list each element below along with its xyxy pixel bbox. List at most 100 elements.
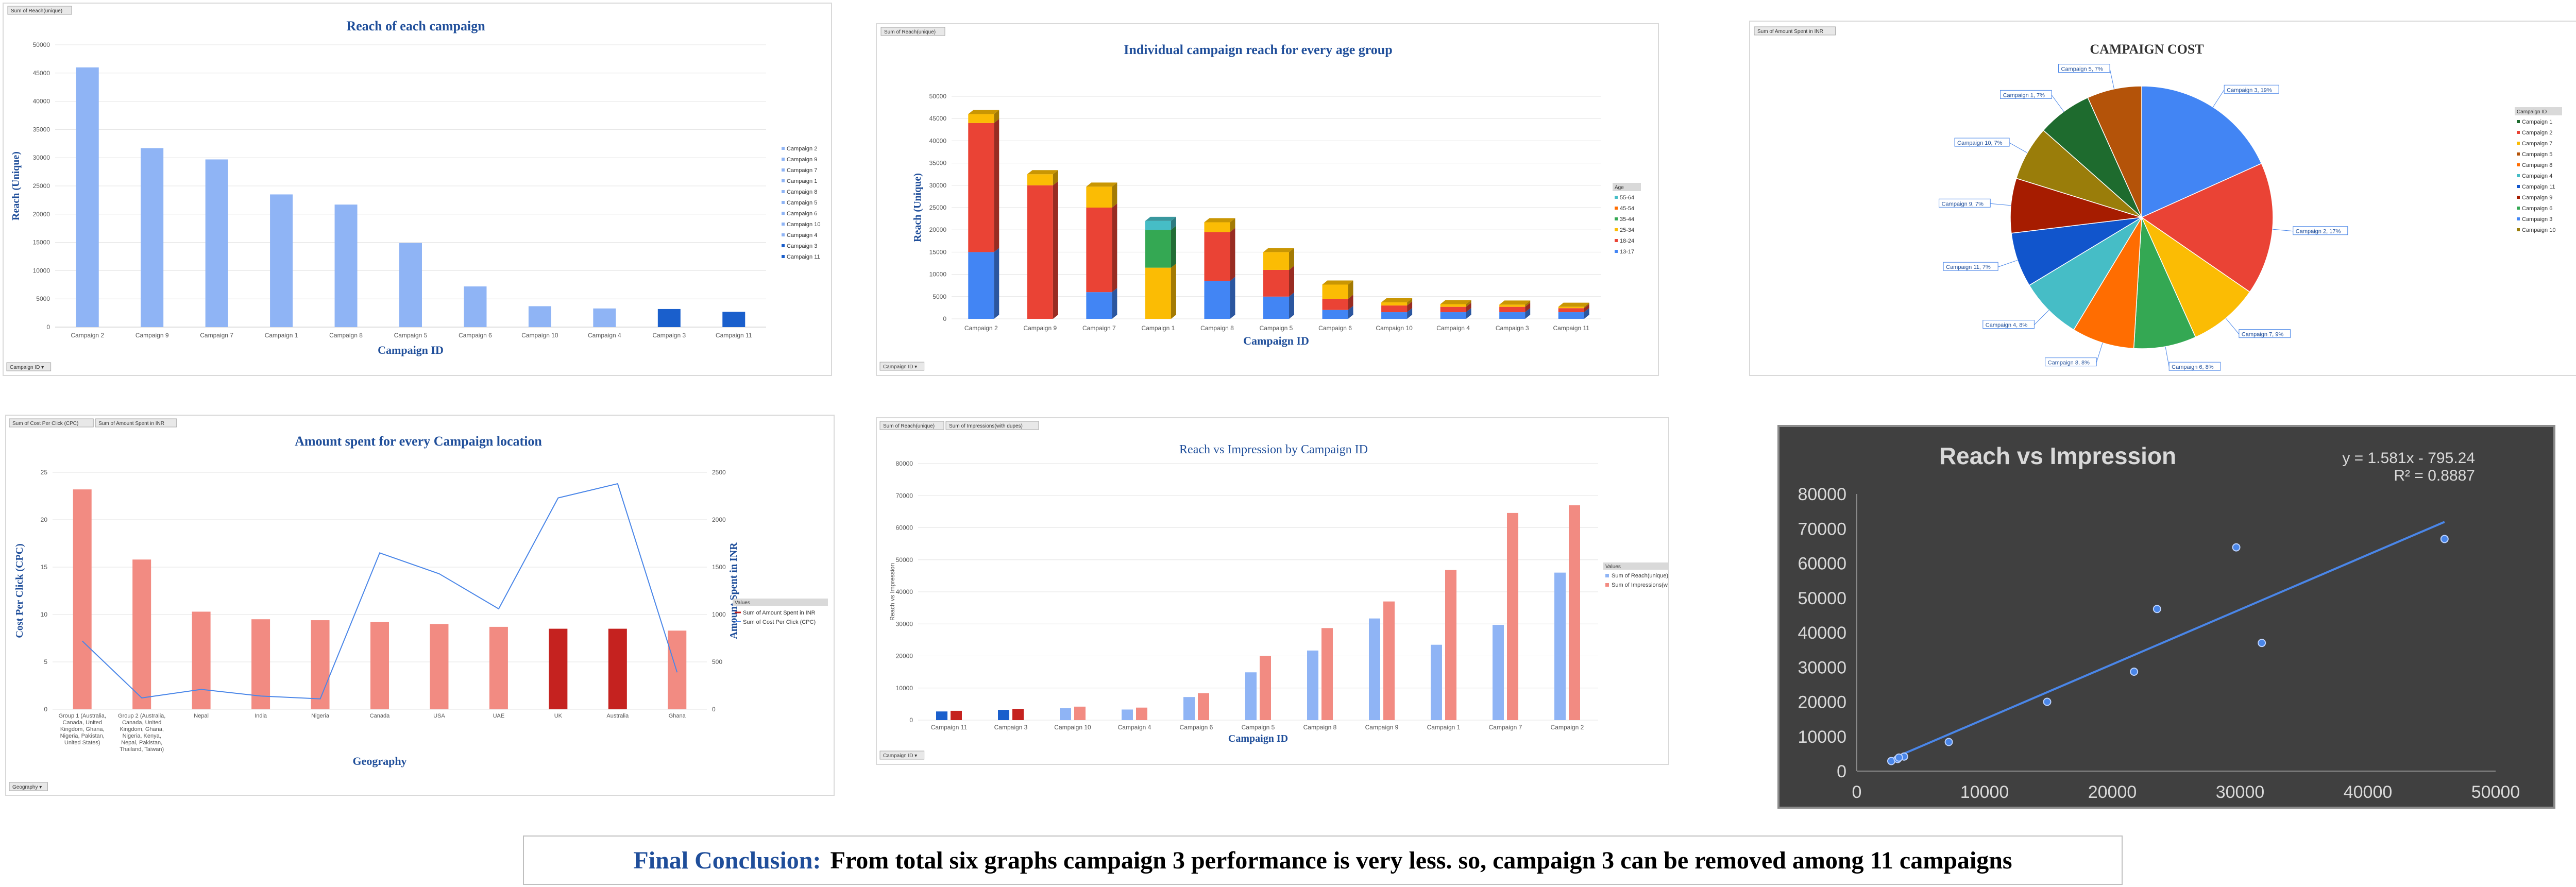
c3-legend-item: Campaign 2 (2522, 130, 2552, 136)
c5-bar (1369, 618, 1380, 720)
c1-xtick: Campaign 10 (521, 332, 558, 339)
c2-bar-side (1112, 203, 1117, 293)
c4-ytick: 20 (41, 516, 48, 523)
c6-xtick: 40000 (2344, 782, 2393, 802)
c2-bar-segment (1440, 306, 1466, 313)
c6-ytick: 70000 (1798, 519, 1846, 539)
c2-bar-top (1381, 298, 1413, 303)
c5-ytick: 50000 (896, 556, 913, 564)
c3-field-button[interactable]: Sum of Amount Spent in INR (1757, 29, 1823, 35)
c5-field-button-reach[interactable]: Sum of Reach(unique) (883, 423, 935, 429)
c1-axis-button[interactable]: Campaign ID ▾ (10, 365, 44, 370)
c6-ytick: 0 (1837, 762, 1846, 781)
c2-bar-segment (1086, 208, 1112, 293)
c5-bar (1507, 513, 1518, 720)
c2-xtick: Campaign 11 (1553, 325, 1589, 332)
c5-field-button-impressions[interactable]: Sum of Impressions(with dupes) (949, 423, 1023, 429)
c1-xtick: Campaign 1 (265, 332, 298, 339)
final-conclusion: Final Conclusion: From total six graphs … (523, 835, 2123, 885)
c2-bar-side (994, 248, 999, 319)
c4-field-button-cpc[interactable]: Sum of Cost Per Click (CPC) (12, 421, 78, 427)
c3-leader-line (2225, 318, 2240, 334)
c4-xtick: Ghana (669, 713, 686, 719)
c1-bar (593, 308, 616, 327)
c3-legend-swatch (2517, 196, 2520, 199)
c4-field-button-amount[interactable]: Sum of Amount Spent in INR (98, 421, 164, 427)
c5-title: Reach vs Impression by Campaign ID (1179, 443, 1368, 456)
c3-data-label: Campaign 8, 8% (2048, 360, 2090, 366)
c5-axis-button[interactable]: Campaign ID ▾ (883, 753, 917, 759)
c5-legend-item: Sum of Impressions(with dupes) (1612, 582, 1668, 588)
c1-field-button[interactable]: Sum of Reach(unique) (11, 8, 62, 14)
c4-ytick: 10 (41, 611, 48, 618)
c6-trend-equation: y = 1.581x - 795.24 (2342, 450, 2475, 467)
c1-bar (76, 67, 99, 327)
c1-legend-swatch (782, 179, 785, 182)
c4-axis-button[interactable]: Geography ▾ (12, 784, 42, 790)
c3-data-label-box (2058, 64, 2110, 73)
c5-ylabel: Reach vs Impression (889, 563, 896, 621)
c5-bar (1074, 706, 1086, 720)
c2-field-button[interactable]: Sum of Reach(unique) (884, 29, 936, 35)
c3-leader-line (1990, 203, 2011, 206)
c3-leader-line (2272, 229, 2293, 232)
c6-ytick: 60000 (1798, 554, 1846, 574)
c3-leader-line (2165, 346, 2170, 367)
c4-bar (251, 619, 270, 709)
c1-legend-swatch (782, 158, 785, 161)
c6-point (2440, 535, 2449, 543)
c2-bar-side (1584, 302, 1589, 309)
c2-legend-item: 45-54 (1620, 206, 1634, 212)
c1-legend-item: Campaign 8 (787, 189, 817, 195)
c3-data-label-box (1943, 262, 1998, 271)
c5-bar (1260, 656, 1271, 720)
c3-leader-line (2034, 310, 2049, 325)
c1-xtick: Campaign 6 (459, 332, 492, 339)
c2-bar-side (1230, 228, 1235, 281)
c4-xtick: Canada, United (63, 720, 102, 726)
c4-bar (668, 630, 687, 709)
c2-ytick: 25000 (929, 204, 947, 211)
c2-bar-segment (1440, 312, 1466, 319)
c1-legend-item: Campaign 2 (787, 146, 817, 152)
c5-bar (1183, 697, 1195, 720)
c3-leader-line (1997, 260, 2018, 267)
c1-bar (141, 148, 164, 327)
c2-bar-top (1086, 182, 1117, 187)
c5-bar (1012, 709, 1024, 720)
c2-bar-side (1230, 218, 1235, 232)
c6-xtick: 0 (1852, 782, 1862, 802)
c5-bar (1307, 650, 1318, 720)
c2-legend-item: 35-44 (1620, 216, 1634, 223)
c1-legend-swatch (782, 168, 785, 172)
c1-xtick: Campaign 8 (329, 332, 363, 339)
c3-data-label-box (2168, 362, 2221, 371)
c2-bar-segment (1381, 312, 1408, 319)
c4-field-button-amount-bg (95, 418, 177, 428)
c2-bar-top (1322, 280, 1353, 285)
c1-ytick: 10000 (33, 267, 50, 274)
c3-legend-item: Campaign 6 (2522, 206, 2552, 212)
c2-bar-side (1584, 308, 1589, 319)
c4-ytick: 0 (44, 706, 47, 713)
c4-bar (73, 489, 92, 709)
c2-legend-title-bg (1613, 183, 1641, 191)
c2-bar-side (1525, 302, 1531, 313)
c2-xtick: Campaign 5 (1260, 325, 1293, 332)
c1-xtick: Campaign 11 (716, 332, 752, 339)
c2-bar-segment (1322, 310, 1348, 319)
c4-y2-ytick: 500 (712, 658, 722, 666)
c1-axis-button-bg (6, 362, 52, 371)
c4-xtick: UK (554, 713, 563, 719)
c4-legend-title-bg (733, 599, 828, 606)
c6-r-squared: R² = 0.8887 (2394, 467, 2475, 484)
c1-legend-item: Campaign 7 (787, 167, 817, 174)
c4-xtick: Nigeria (311, 713, 330, 719)
c2-bar-segment (1499, 304, 1526, 307)
c2-bar-side (1348, 280, 1353, 299)
c4-amount-line (82, 483, 678, 700)
c4-xtick: USA (433, 713, 445, 719)
c2-bar-side (1348, 305, 1353, 319)
c4-xtick: Group 1 (Australia, (59, 713, 106, 719)
c2-axis-button[interactable]: Campaign ID ▾ (883, 364, 917, 370)
